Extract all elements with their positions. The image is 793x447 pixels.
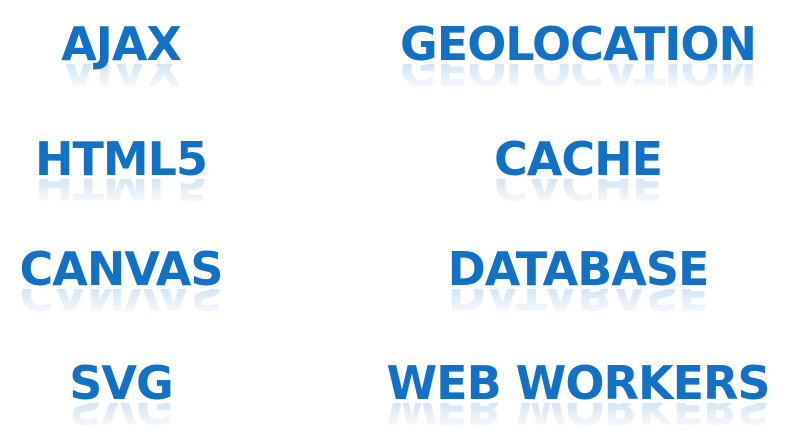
word-web-workers-reflection: WEB WORKERS (386, 403, 770, 433)
word-canvas-text: CANVAS (19, 242, 223, 296)
word-canvas: CANVAS CANVAS (19, 242, 223, 319)
word-cache-reflection: CACHE (493, 179, 663, 209)
word-html5: HTML5 HTML5 (35, 132, 208, 209)
word-geolocation-text: GEOLOCATION (400, 17, 757, 71)
word-database-reflection: DATABASE (447, 289, 709, 319)
word-web-workers: WEB WORKERS WEB WORKERS (386, 356, 770, 433)
word-html5-text: HTML5 (35, 132, 208, 186)
word-canvas-reflection: CANVAS (19, 289, 223, 319)
word-ajax-text: AJAX (61, 17, 182, 71)
word-ajax-reflection: AJAX (61, 64, 181, 94)
word-database-text: DATABASE (447, 242, 710, 296)
word-geolocation-reflection: GEOLOCATION (400, 64, 756, 94)
word-html5-reflection: HTML5 (35, 179, 207, 209)
word-svg: SVG SVG (69, 357, 173, 433)
word-svg-reflection: SVG (69, 403, 173, 433)
word-cache-text: CACHE (493, 132, 663, 186)
word-web-workers-text: WEB WORKERS (386, 356, 770, 410)
word-database: DATABASE DATABASE (447, 242, 710, 319)
word-geolocation: GEOLOCATION GEOLOCATION (400, 17, 757, 94)
word-svg-text: SVG (69, 356, 173, 410)
word-ajax: AJAX AJAX (61, 17, 182, 94)
word-cache: CACHE CACHE (493, 132, 663, 209)
cut-off-word-top (612, 0, 762, 4)
